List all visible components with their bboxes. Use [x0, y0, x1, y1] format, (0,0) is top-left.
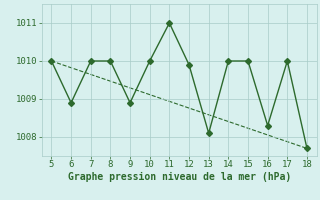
X-axis label: Graphe pression niveau de la mer (hPa): Graphe pression niveau de la mer (hPa): [68, 172, 291, 182]
